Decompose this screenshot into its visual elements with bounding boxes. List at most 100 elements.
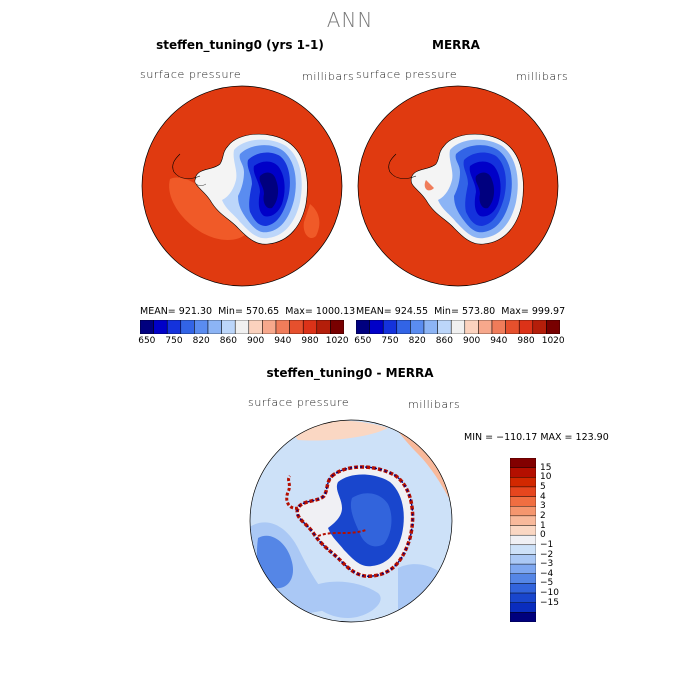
mean-label-model: MEAN= <box>140 306 176 317</box>
colorbar-tick-label: 0 <box>540 530 546 541</box>
colorbar-swatch <box>510 515 536 526</box>
colorbar-swatch <box>330 320 344 334</box>
colorbar-tick-label: −5 <box>540 578 554 589</box>
min-label-obs: Min= <box>434 306 459 317</box>
max-label-obs: Max= <box>501 306 529 317</box>
colorbar-tick-label: 980 <box>517 336 535 346</box>
colorbar-tick-label: 940 <box>490 336 508 346</box>
colorbar-tick-label: 750 <box>381 336 399 346</box>
colorbar-swatch <box>289 320 304 334</box>
colorbar-tick-label: 900 <box>463 336 481 346</box>
colorbar-tick-label: −10 <box>540 588 559 599</box>
colorbar-obs <box>356 320 560 334</box>
colorbar-swatch <box>262 320 277 334</box>
colorbar-swatch <box>369 320 384 334</box>
colorbar-tick-label: 650 <box>354 336 372 346</box>
colorbar-swatch <box>234 320 250 334</box>
colorbar-tick-label: 980 <box>301 336 319 346</box>
colorbar-swatch <box>510 583 536 594</box>
colorbar-swatch <box>546 320 560 334</box>
colorbar-tick-label: 5 <box>540 481 546 492</box>
colorbar-swatch <box>423 320 438 334</box>
polar-map-difference <box>249 419 453 623</box>
colorbar-swatch <box>302 320 318 334</box>
colorbar-swatch <box>505 320 520 334</box>
units-label-model: millibars <box>302 70 355 83</box>
colorbar-swatch <box>140 320 154 334</box>
colorbar-tick-label: 15 <box>540 462 552 473</box>
colorbar-swatch <box>437 320 452 334</box>
stats-obs: MEAN= 924.55 Min= 573.80 Max= 999.97 <box>356 306 565 317</box>
colorbar-swatch <box>316 320 331 334</box>
colorbar-swatch <box>464 320 479 334</box>
diff-title: steffen_tuning0 - MERRA <box>266 366 434 380</box>
colorbar-tick-label: −15 <box>540 597 559 608</box>
polar-map-model <box>141 85 343 287</box>
colorbar-tick-label: −3 <box>540 559 554 570</box>
mean-value-model: 921.30 <box>178 306 213 317</box>
colorbar-swatch <box>510 544 536 555</box>
colorbar-tick-label: 650 <box>138 336 156 346</box>
variable-label-model: surface pressure <box>140 68 242 81</box>
mean-label-obs: MEAN= <box>356 306 392 317</box>
colorbar-tick-label: 4 <box>540 491 546 502</box>
mean-value-obs: 924.55 <box>394 306 429 317</box>
colorbar-tick-label: 820 <box>408 336 426 346</box>
colorbar-swatch <box>510 602 536 613</box>
page-title: ANN <box>326 8 374 32</box>
polar-map-obs <box>357 85 559 287</box>
colorbar-swatch <box>410 320 425 334</box>
colorbar-tick-label: 3 <box>540 501 546 512</box>
colorbar-swatch <box>510 477 536 488</box>
colorbar-swatch <box>510 592 536 603</box>
colorbar-swatch <box>478 320 493 334</box>
colorbar-tick-label: 820 <box>192 336 210 346</box>
colorbar-tick-label: −4 <box>540 568 554 579</box>
max-value-obs: 999.97 <box>531 306 566 317</box>
colorbar-swatch <box>166 320 182 334</box>
colorbar-swatch <box>275 320 290 334</box>
colorbar-swatch <box>356 320 370 334</box>
diff-minmax: MIN = −110.17 MAX = 123.90 <box>464 432 609 443</box>
colorbar-tick-label: 860 <box>435 336 453 346</box>
colorbar-swatch <box>180 320 195 334</box>
colorbar-swatch <box>382 320 398 334</box>
min-label-model: Min= <box>218 306 243 317</box>
diff-units-label: millibars <box>408 398 461 411</box>
panel-title-obs: MERRA <box>432 38 480 52</box>
colorbar-swatch <box>510 496 536 507</box>
colorbar-swatch <box>207 320 222 334</box>
colorbar-tick-label: 2 <box>540 510 546 521</box>
panel-title-model: steffen_tuning0 (yrs 1-1) <box>156 38 324 52</box>
colorbar-tick-label: 1020 <box>325 336 349 346</box>
colorbar-tick-label: 900 <box>247 336 265 346</box>
colorbar-swatch <box>450 320 466 334</box>
colorbar-tick-label: 10 <box>540 472 552 483</box>
colorbar-swatch <box>532 320 547 334</box>
colorbar-swatch <box>518 320 534 334</box>
stats-model: MEAN= 921.30 Min= 570.65 Max= 1000.13 <box>140 306 355 317</box>
max-label-model: Max= <box>285 306 313 317</box>
colorbar-swatch <box>510 458 536 468</box>
colorbar-swatch <box>153 320 168 334</box>
colorbar-tick-label: 940 <box>274 336 292 346</box>
colorbar-swatch <box>248 320 263 334</box>
colorbar-swatch <box>396 320 411 334</box>
colorbar-swatch <box>221 320 236 334</box>
variable-label-obs: surface pressure <box>356 68 458 81</box>
colorbar-swatch <box>510 467 536 478</box>
colorbar-tick-label: 750 <box>165 336 183 346</box>
max-value-model: 1000.13 <box>315 306 356 317</box>
colorbar-labels-difference: 15 10 5 4 3 2 1 0 −1 −2 −3 −4 −5 −10 −15 <box>540 458 580 622</box>
colorbar-tick-label: 1020 <box>541 336 565 346</box>
colorbar-labels-obs: 650 750 820 860 900 940 980 1020 <box>354 336 564 348</box>
colorbar-swatch <box>510 554 536 565</box>
colorbar-swatch <box>510 525 536 536</box>
units-label-obs: millibars <box>516 70 569 83</box>
colorbar-swatch <box>491 320 506 334</box>
colorbar-swatch <box>510 563 536 574</box>
min-value-model: 570.65 <box>245 306 280 317</box>
colorbar-model <box>140 320 344 334</box>
colorbar-difference <box>510 458 536 622</box>
diff-variable-label: surface pressure <box>248 396 350 409</box>
